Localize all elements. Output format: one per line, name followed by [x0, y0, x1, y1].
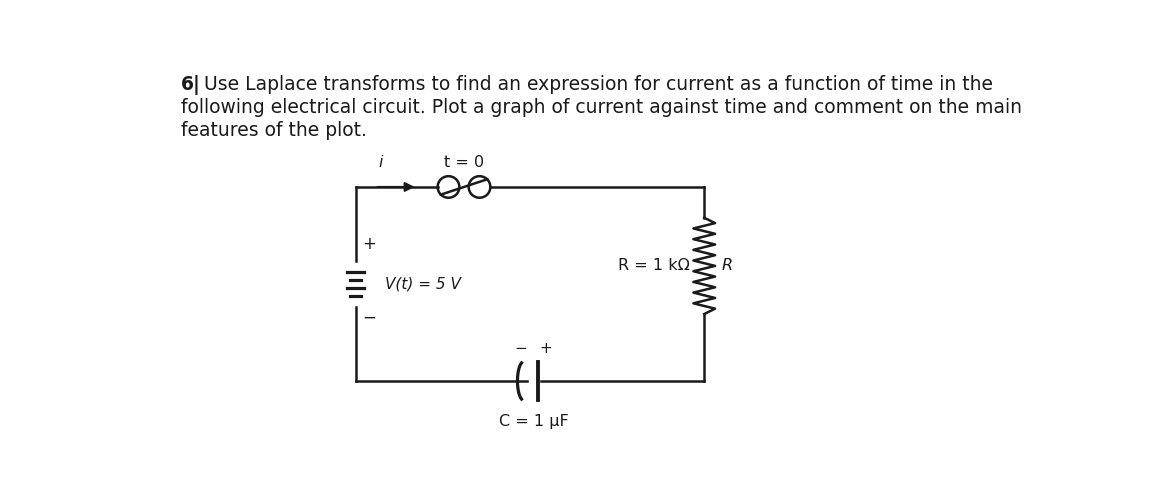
- Text: C = 1 μF: C = 1 μF: [498, 414, 569, 429]
- Text: R: R: [721, 258, 732, 273]
- Text: features of the plot.: features of the plot.: [181, 121, 367, 140]
- Text: −: −: [363, 309, 377, 326]
- Text: following electrical circuit. Plot a graph of current against time and comment o: following electrical circuit. Plot a gra…: [181, 97, 1023, 117]
- Text: +: +: [539, 341, 552, 356]
- Text: i: i: [378, 155, 383, 170]
- Text: t = 0: t = 0: [443, 155, 484, 170]
- Text: −: −: [514, 341, 526, 356]
- Text: +: +: [363, 235, 377, 253]
- Text: Use Laplace transforms to find an expression for current as a function of time i: Use Laplace transforms to find an expres…: [205, 74, 993, 94]
- Text: R = 1 kΩ: R = 1 kΩ: [619, 258, 690, 273]
- Text: 6|: 6|: [181, 74, 201, 95]
- Text: V(t) = 5 V: V(t) = 5 V: [385, 276, 461, 291]
